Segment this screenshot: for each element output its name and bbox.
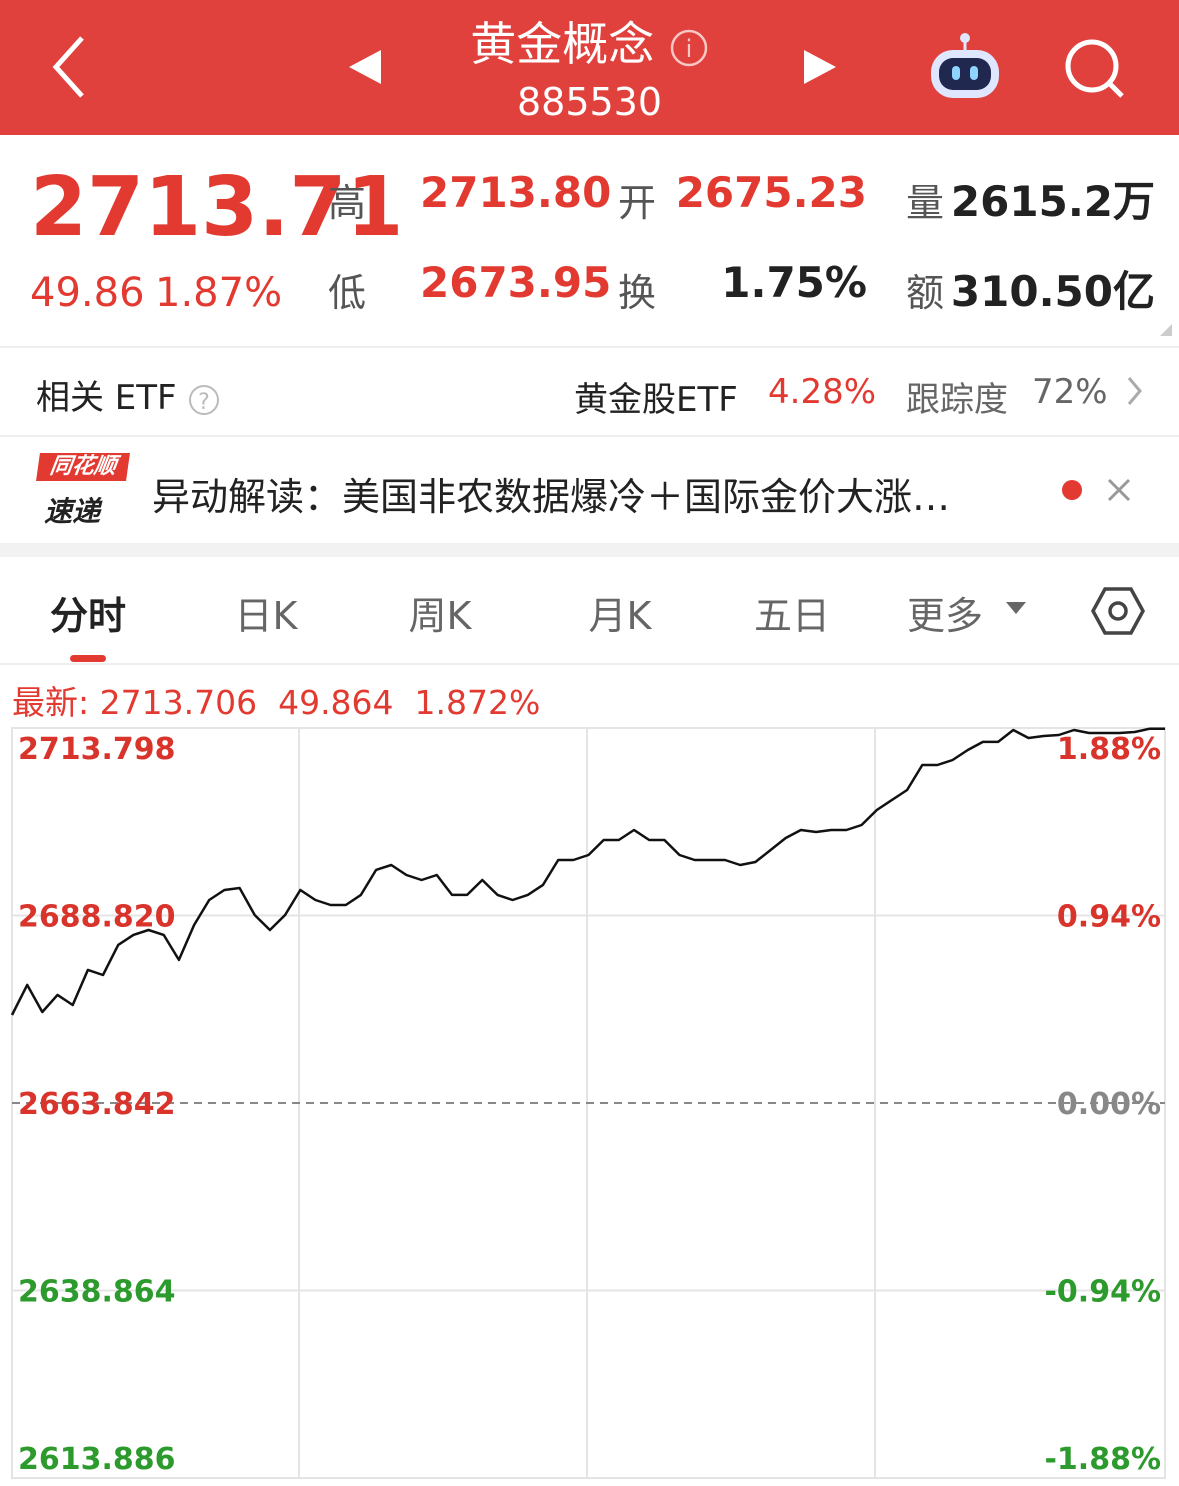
divider <box>0 346 1179 348</box>
robot-icon[interactable] <box>925 30 1005 105</box>
price: 2713.71 <box>30 160 404 255</box>
turnover: 1.75% <box>721 258 867 307</box>
unread-dot <box>1062 480 1082 500</box>
prev-button[interactable] <box>345 48 385 88</box>
stock-code: 885530 <box>516 80 663 124</box>
etf-name[interactable]: 黄金股ETF <box>574 380 738 420</box>
title-text: 黄金概念 <box>470 17 655 71</box>
y-tick-label: 2638.864 <box>18 1275 176 1310</box>
corner-mark <box>1160 324 1172 336</box>
chevron[interactable] <box>1125 375 1145 407</box>
price-line <box>10 727 1165 1016</box>
label: 低 <box>328 271 367 315</box>
label: 高 <box>328 181 367 225</box>
y2-tick-label: -1.88% <box>1044 1442 1161 1477</box>
tracking: 72% <box>1032 372 1108 412</box>
svg-text:i: i <box>685 35 692 63</box>
next-button[interactable] <box>800 48 840 88</box>
tab[interactable]: 月K <box>588 594 652 638</box>
tab-indicator <box>70 655 106 662</box>
tab[interactable]: 更多 <box>906 594 983 638</box>
latest-price: 2713.706 <box>99 683 258 722</box>
volume: 2615.2万 <box>950 177 1155 226</box>
label: 额 <box>906 271 945 315</box>
svg-text:?: ? <box>199 390 211 415</box>
label: 量 <box>906 181 945 225</box>
y2-tick-label: -0.94% <box>1044 1275 1161 1310</box>
section-gap <box>0 543 1179 557</box>
settings-button[interactable] <box>1090 585 1146 637</box>
tab[interactable]: 日K <box>234 594 298 638</box>
latest-label: 最新: <box>12 683 90 722</box>
divider <box>0 663 1179 665</box>
logo-top: 同花顺 <box>36 453 130 481</box>
change: 49.86 <box>30 270 145 316</box>
latest-line: 最新: 2713.706 49.864 1.872% <box>12 676 540 724</box>
y-tick-label: 2663.842 <box>18 1087 176 1122</box>
y2-tick-label: 0.94% <box>1057 900 1161 935</box>
divider <box>0 435 1179 437</box>
tab[interactable]: 分时 <box>49 594 126 638</box>
tracking-label: 跟踪度 <box>906 380 1008 420</box>
tab[interactable]: 周K <box>408 594 472 638</box>
logo-bottom: 速递 <box>44 495 101 528</box>
page-title: 黄金概念 i <box>0 8 1179 74</box>
latest-change: 49.864 <box>278 683 394 722</box>
etf-label: 相关 ETF ? <box>36 370 221 419</box>
label: 换 <box>618 271 657 315</box>
etf-label-text: 相关 ETF <box>36 378 177 418</box>
y-tick-label: 2713.798 <box>18 732 176 767</box>
intraday-chart: 2613.886 2638.864 2663.842 2688.820 2713.798… <box>10 727 1166 1479</box>
y-tick-label: 2688.820 <box>18 900 176 935</box>
help-icon[interactable]: ? <box>187 383 221 417</box>
low: 2673.95 <box>420 258 612 307</box>
news-text[interactable]: 异动解读：美国非农数据爆冷＋国际金价大涨… <box>152 475 951 519</box>
change-pct: 1.87% <box>155 270 283 316</box>
y2-tick-label: 1.88% <box>1057 732 1161 767</box>
amount: 310.50亿 <box>950 267 1155 316</box>
info-icon[interactable]: i <box>669 28 709 68</box>
open: 2675.23 <box>675 168 867 217</box>
y-tick-label: 2613.886 <box>18 1442 176 1477</box>
close-button[interactable] <box>1105 476 1133 504</box>
dropdown-arrow[interactable] <box>1004 600 1028 616</box>
tab[interactable]: 五日 <box>753 594 830 638</box>
label: 开 <box>618 181 657 225</box>
etf-change: 4.28% <box>768 372 877 412</box>
back-button[interactable] <box>40 30 100 105</box>
latest-change-pct: 1.872% <box>414 683 541 722</box>
high: 2713.80 <box>420 168 612 217</box>
search-button[interactable] <box>1060 35 1130 105</box>
y2-tick-label: 0.00% <box>1057 1087 1161 1122</box>
